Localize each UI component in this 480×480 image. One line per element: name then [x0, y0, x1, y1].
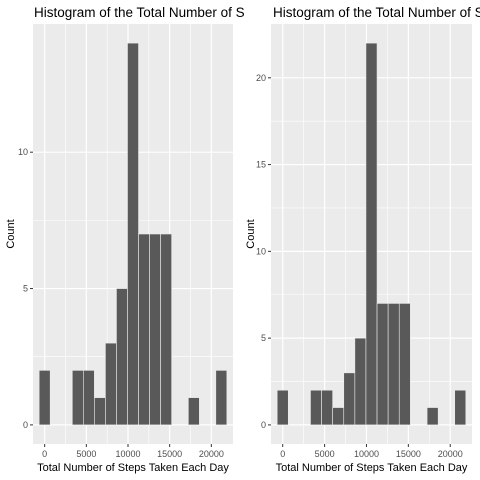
- x-axis-title: Total Number of Steps Taken Each Day: [276, 462, 468, 474]
- histogram-bar: [116, 288, 128, 426]
- x-tick-label: 0: [280, 449, 285, 459]
- y-tick-label: 20: [256, 73, 266, 83]
- histogram-bar: [310, 389, 322, 426]
- x-tick-label: 10000: [354, 449, 379, 459]
- x-tick-label: 15000: [396, 449, 421, 459]
- histogram-bar: [149, 233, 161, 426]
- histogram-bar: [276, 389, 289, 426]
- histogram-bar: [454, 389, 467, 426]
- histogram-bar: [332, 407, 345, 426]
- histogram-panel-1: 0 5000 10000 15000 20000 0 5 10 15 20 Histogram of…: [245, 5, 480, 474]
- histogram-panel-0: 0 5000 10000 15000 20000 0 5 10 Histogram of the…: [5, 5, 372, 474]
- x-axis-title: Total Number of Steps Taken Each Day: [37, 462, 229, 474]
- histogram-bar: [83, 370, 95, 426]
- histogram-bar: [127, 42, 139, 426]
- y-tick-label: 0: [261, 420, 266, 430]
- x-tick-label: 5000: [76, 449, 96, 459]
- histogram-bar: [38, 370, 51, 426]
- histogram-bar: [387, 303, 400, 426]
- histogram-bar: [138, 233, 150, 426]
- chart-title: Histogram of the Total Number of Steps T…: [34, 5, 372, 20]
- y-tick-label: 0: [23, 420, 28, 430]
- histogram-bar: [376, 303, 389, 426]
- chart-title: Histogram of the Total Number of Steps T…: [273, 5, 480, 20]
- x-tick-label: 5000: [315, 449, 335, 459]
- histogram-bar: [365, 42, 378, 426]
- histogram-bar: [215, 370, 228, 426]
- histogram-bar: [354, 337, 367, 426]
- y-tick-label: 5: [23, 284, 28, 294]
- x-tick-label: 0: [42, 449, 47, 459]
- histogram-bar: [343, 372, 356, 426]
- y-axis-title: Count: [5, 219, 17, 248]
- histogram-bar: [321, 389, 333, 426]
- y-tick-label: 10: [256, 246, 266, 256]
- histogram-bar: [94, 397, 106, 426]
- y-tick-label: 10: [18, 147, 28, 157]
- histogram-bar: [398, 303, 411, 426]
- y-axis-title: Count: [245, 219, 257, 248]
- x-tick-label: 15000: [157, 449, 182, 459]
- histogram-bar: [426, 407, 439, 426]
- histogram-bar: [105, 342, 117, 426]
- y-tick-label: 5: [261, 333, 266, 343]
- histogram-bar: [188, 397, 200, 426]
- histogram-bar: [160, 233, 172, 426]
- y-tick-label: 15: [256, 160, 266, 170]
- x-tick-label: 20000: [199, 449, 224, 459]
- x-tick-label: 10000: [115, 449, 140, 459]
- x-tick-label: 20000: [438, 449, 463, 459]
- histogram-bar: [71, 370, 84, 426]
